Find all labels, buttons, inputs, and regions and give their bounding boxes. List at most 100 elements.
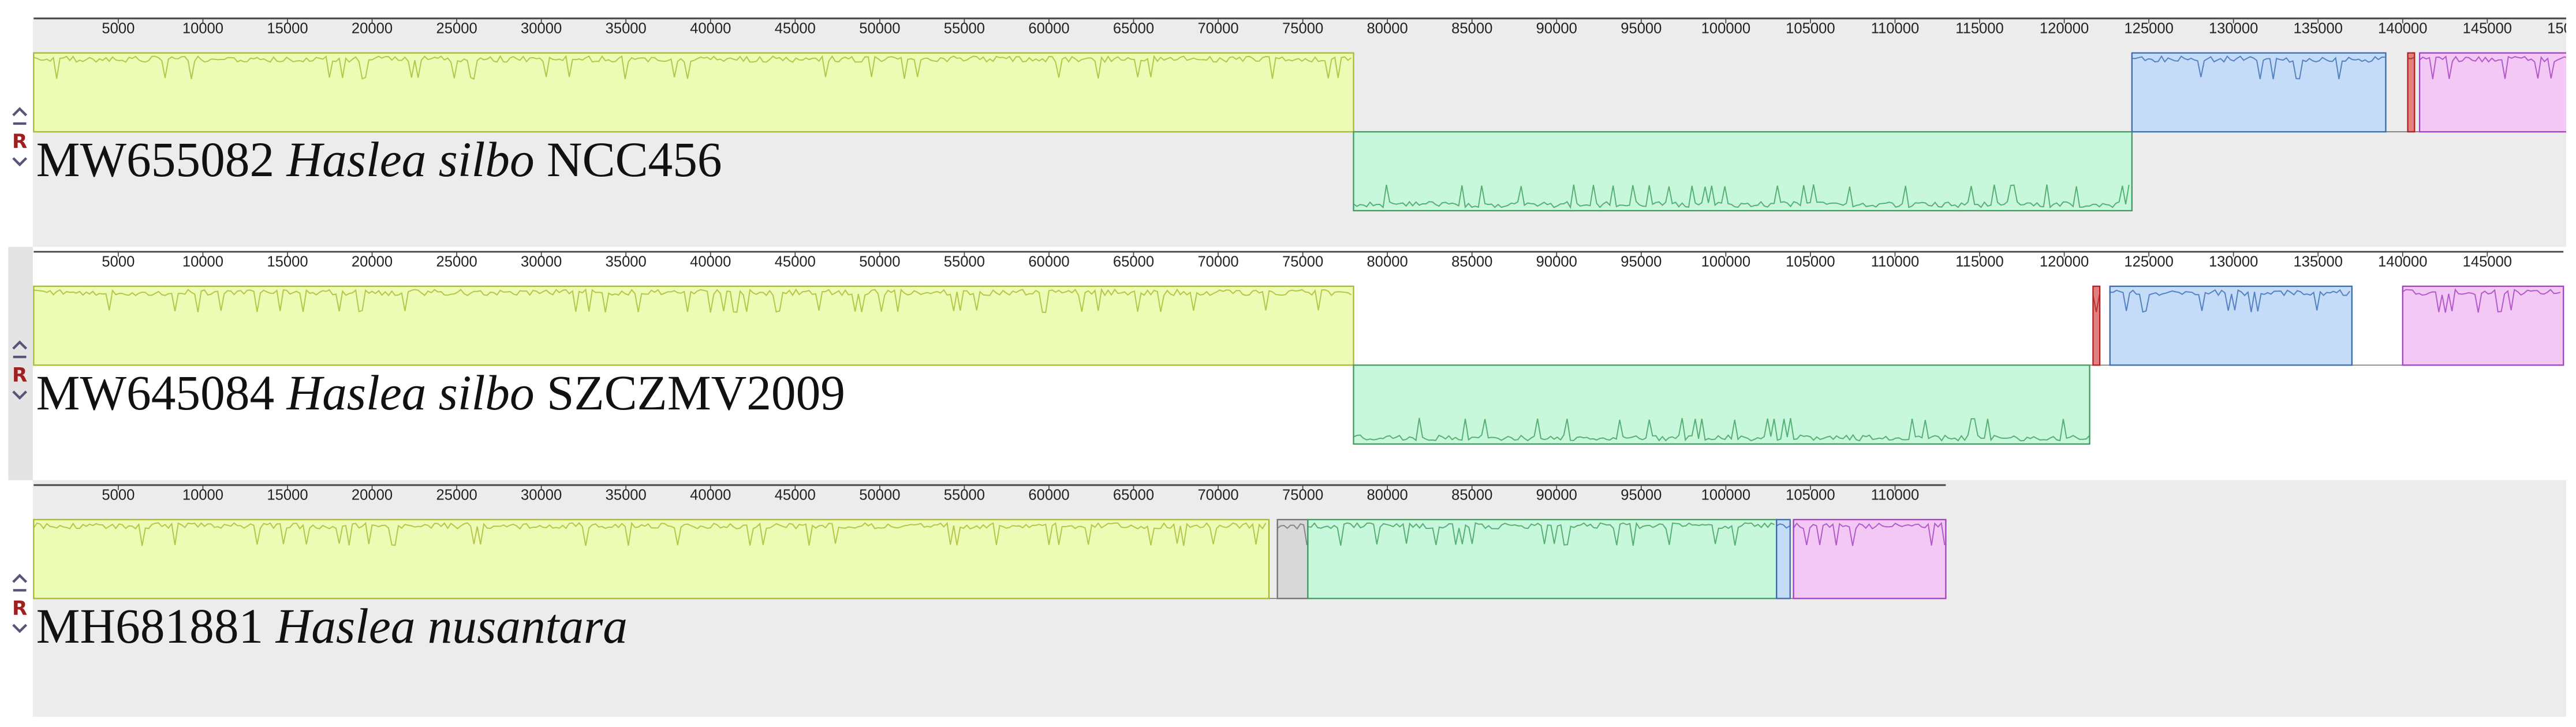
tick-label: 60000 xyxy=(1028,21,1069,37)
tick-label: 5000 xyxy=(102,21,135,37)
tick-label: 110000 xyxy=(1871,21,1920,37)
tick-label: 25000 xyxy=(436,21,477,37)
tick-label: 135000 xyxy=(2293,254,2342,270)
tick-label: 115000 xyxy=(1955,21,2004,37)
tick-label: 40000 xyxy=(690,487,731,504)
tick-label: 75000 xyxy=(1282,254,1323,270)
lcb-block[interactable] xyxy=(33,285,1354,366)
tick-label: 105000 xyxy=(1786,21,1835,37)
name-accession: MW645084 xyxy=(36,366,287,420)
tick-label: 50000 xyxy=(859,487,900,504)
similarity-profile xyxy=(33,521,1267,546)
tick-label: 50000 xyxy=(859,21,900,37)
tick-label: 10000 xyxy=(182,254,223,270)
tick-label: 80000 xyxy=(1367,21,1408,37)
control-label[interactable]: R xyxy=(12,131,27,154)
lcb-block[interactable] xyxy=(1353,131,2133,211)
tick-label: 145000 xyxy=(2463,21,2512,37)
tick-label: 95000 xyxy=(1621,487,1662,504)
similarity-profile xyxy=(1353,184,2130,210)
tick-label: 50000 xyxy=(859,254,900,270)
tick-label: 60000 xyxy=(1028,487,1069,504)
tick-label: 90000 xyxy=(1536,21,1577,37)
tick-label: 20000 xyxy=(352,487,393,504)
tick-label: 135000 xyxy=(2293,21,2342,37)
tick-label: 35000 xyxy=(606,21,647,37)
tick-label: 55000 xyxy=(944,254,985,270)
lcb-block[interactable] xyxy=(2131,52,2387,133)
tick-label: 70000 xyxy=(1197,21,1238,37)
tick-label: 120000 xyxy=(2040,254,2089,270)
tick-label: 25000 xyxy=(436,487,477,504)
sequence-name: MH681881 Haslea nusantara xyxy=(36,599,628,654)
similarity-profile xyxy=(1276,523,1308,546)
tick-label: 140000 xyxy=(2378,21,2427,37)
tick-label: 75000 xyxy=(1282,21,1323,37)
tick-label: 80000 xyxy=(1367,487,1408,504)
similarity-profile xyxy=(2419,55,2566,80)
tick-label: 60000 xyxy=(1028,254,1069,270)
lcb-block[interactable] xyxy=(1353,364,2090,445)
name-strain: NCC456 xyxy=(547,133,722,187)
control-label[interactable]: R xyxy=(12,597,27,620)
tick-label: 40000 xyxy=(690,21,731,37)
control-up[interactable] xyxy=(12,340,28,350)
tick-label: 30000 xyxy=(521,487,562,504)
tick-label: 45000 xyxy=(775,21,816,37)
tick-label: 5000 xyxy=(102,487,135,504)
tick-label: 95000 xyxy=(1621,21,1662,37)
tick-label: 10000 xyxy=(182,487,223,504)
lcb-block[interactable] xyxy=(1793,519,1947,599)
tick-label: 65000 xyxy=(1113,487,1154,504)
control-down[interactable] xyxy=(12,624,28,633)
lcb-block[interactable] xyxy=(33,52,1354,133)
lcb-block[interactable] xyxy=(2402,285,2564,366)
tick-label: 15000 xyxy=(267,487,308,504)
tick-label: 20000 xyxy=(352,254,393,270)
tick-label: 85000 xyxy=(1451,487,1492,504)
tick-label: 150000 xyxy=(2547,21,2576,37)
similarity-profile xyxy=(1353,417,2090,442)
control-down[interactable] xyxy=(12,157,28,167)
lcb-block[interactable] xyxy=(33,519,1270,599)
control-up[interactable] xyxy=(12,107,28,117)
similarity-profile xyxy=(2109,289,2350,313)
tick-label: 100000 xyxy=(1701,21,1750,37)
similarity-profile xyxy=(33,288,1352,314)
control-up[interactable] xyxy=(12,573,28,583)
tick-label: 110000 xyxy=(1871,487,1920,504)
sequence-name: MW655082 Haslea silbo NCC456 xyxy=(36,133,722,187)
similarity-profile xyxy=(1776,523,1790,529)
tick-label: 130000 xyxy=(2209,254,2258,270)
similarity-profile xyxy=(2131,55,2385,80)
tick-label: 65000 xyxy=(1113,21,1154,37)
tick-label: 105000 xyxy=(1786,487,1835,504)
name-accession: MW655082 xyxy=(36,133,287,187)
similarity-profile xyxy=(2402,288,2561,313)
similarity-profile xyxy=(33,54,1352,80)
tick-label: 10000 xyxy=(182,21,223,37)
tick-label: 115000 xyxy=(1955,254,2004,270)
tick-label: 30000 xyxy=(521,21,562,37)
name-accession: MH681881 xyxy=(36,599,276,654)
lcb-block[interactable] xyxy=(2418,52,2572,133)
lcb-block[interactable] xyxy=(1776,519,1791,599)
tick-label: 45000 xyxy=(775,487,816,504)
similarity-profile xyxy=(2407,56,2415,59)
tick-label: 75000 xyxy=(1282,487,1323,504)
tick-label: 90000 xyxy=(1536,487,1577,504)
lcb-block[interactable] xyxy=(1276,519,1309,599)
tick-label: 70000 xyxy=(1197,254,1238,270)
control-down[interactable] xyxy=(12,390,28,400)
tick-label: 140000 xyxy=(2378,254,2427,270)
lcb-block[interactable] xyxy=(2407,52,2416,133)
tick-label: 145000 xyxy=(2463,254,2512,270)
tick-label: 85000 xyxy=(1451,21,1492,37)
tick-label: 20000 xyxy=(352,21,393,37)
tick-label: 70000 xyxy=(1197,487,1238,504)
tick-label: 100000 xyxy=(1701,487,1750,504)
lcb-block[interactable] xyxy=(2092,285,2101,366)
similarity-profile xyxy=(2092,289,2100,312)
control-label[interactable]: R xyxy=(12,364,27,387)
